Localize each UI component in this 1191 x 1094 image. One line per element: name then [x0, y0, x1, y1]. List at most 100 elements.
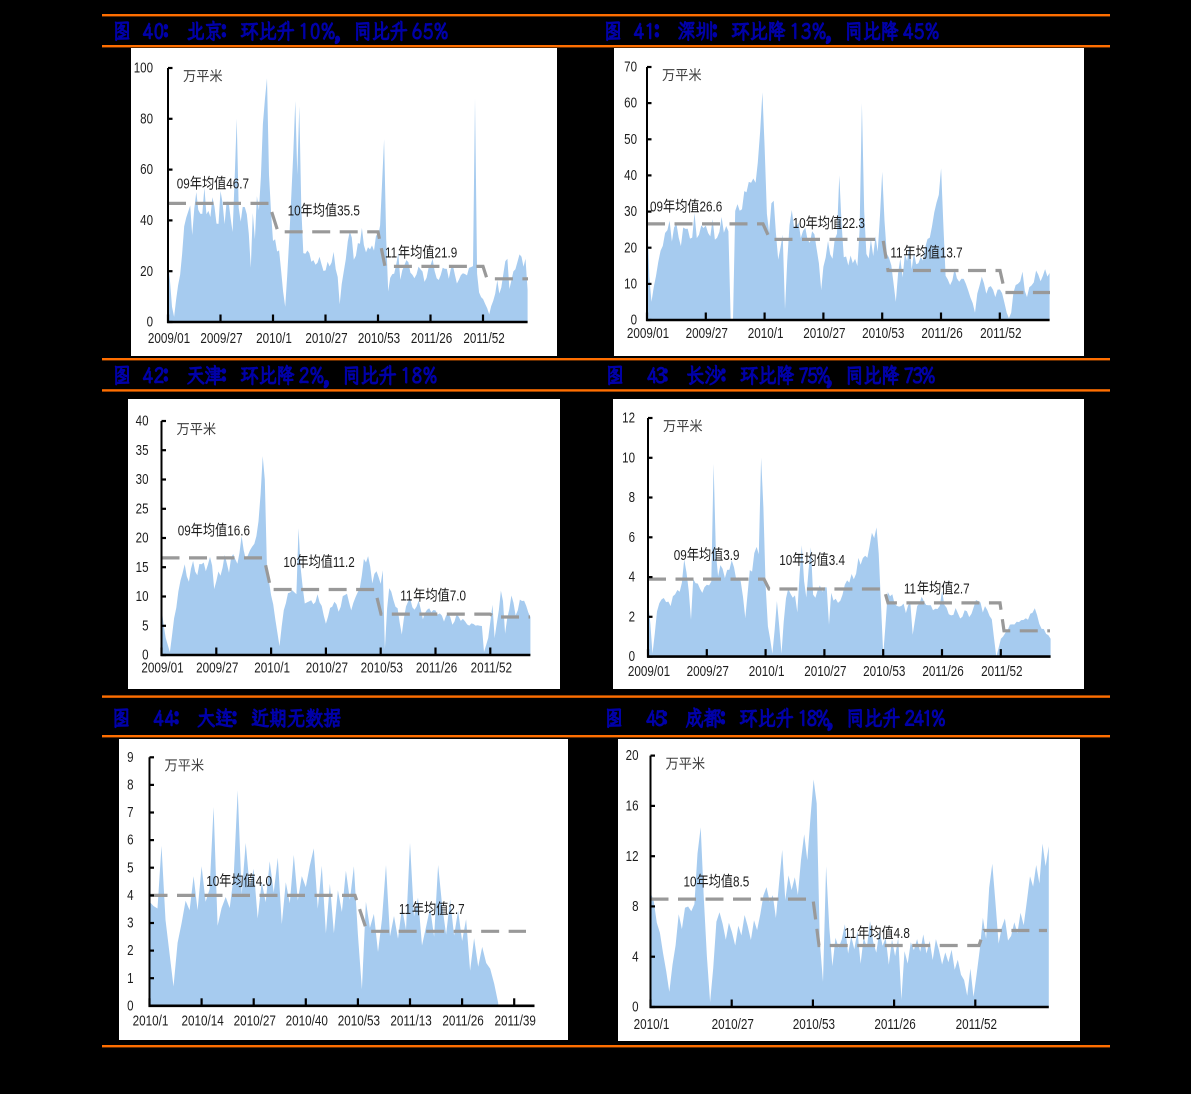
svg-text:2011/52: 2011/52 — [981, 663, 1022, 680]
svg-text:22.3: 22.3 — [842, 215, 865, 232]
svg-text:2011/26: 2011/26 — [411, 330, 452, 347]
svg-text:2009/27: 2009/27 — [200, 330, 242, 347]
svg-text:15: 15 — [136, 558, 149, 575]
svg-text:40: 40 — [624, 167, 637, 184]
svg-text:2011/13: 2011/13 — [390, 1012, 431, 1029]
svg-text:0: 0 — [629, 648, 635, 665]
svg-text:100: 100 — [134, 59, 153, 76]
svg-text:7.0: 7.0 — [450, 587, 466, 604]
svg-text:2011/26: 2011/26 — [416, 659, 457, 676]
svg-text:09: 09 — [177, 175, 190, 192]
svg-text:2010/1: 2010/1 — [254, 659, 290, 676]
svg-text:8: 8 — [629, 489, 635, 506]
svg-text:10: 10 — [283, 553, 296, 570]
svg-text:7: 7 — [127, 804, 133, 821]
svg-text:11: 11 — [385, 244, 397, 261]
svg-text:2010/1: 2010/1 — [634, 1016, 670, 1033]
svg-text:80: 80 — [140, 110, 153, 127]
svg-text:10: 10 — [206, 872, 219, 889]
svg-text:4.0: 4.0 — [256, 872, 272, 889]
svg-text:30: 30 — [136, 471, 149, 488]
svg-text:26.6: 26.6 — [700, 198, 723, 215]
svg-text:4: 4 — [629, 568, 636, 585]
svg-text:35.5: 35.5 — [337, 202, 360, 219]
svg-text:30: 30 — [624, 203, 637, 220]
svg-text:09: 09 — [650, 198, 663, 215]
svg-text:2010/27: 2010/27 — [305, 330, 347, 347]
svg-text:0: 0 — [127, 997, 133, 1014]
svg-text:2010/27: 2010/27 — [234, 1012, 276, 1029]
svg-text:2011/52: 2011/52 — [956, 1016, 997, 1033]
svg-text:2010/27: 2010/27 — [712, 1016, 754, 1033]
svg-text:2010/53: 2010/53 — [358, 330, 400, 347]
svg-text:2010/53: 2010/53 — [862, 325, 904, 342]
svg-text:10: 10 — [622, 449, 635, 466]
svg-text:2010/53: 2010/53 — [338, 1012, 380, 1029]
svg-text:2009/27: 2009/27 — [196, 659, 238, 676]
svg-text:60: 60 — [140, 161, 153, 178]
svg-text:50: 50 — [624, 130, 637, 147]
svg-text:20: 20 — [140, 262, 153, 279]
svg-text:10: 10 — [793, 215, 806, 232]
svg-text:10: 10 — [288, 202, 301, 219]
svg-text:4: 4 — [127, 887, 134, 904]
svg-text:3.4: 3.4 — [829, 551, 846, 568]
svg-text:10: 10 — [684, 873, 697, 890]
svg-text:5: 5 — [142, 617, 148, 634]
svg-text:20: 20 — [626, 747, 639, 764]
svg-text:2010/1: 2010/1 — [749, 663, 785, 680]
svg-text:2010/27: 2010/27 — [804, 663, 846, 680]
svg-text:11: 11 — [890, 244, 902, 261]
svg-text:11.2: 11.2 — [333, 553, 355, 570]
svg-text:2011/26: 2011/26 — [921, 325, 962, 342]
svg-text:2: 2 — [127, 942, 133, 959]
svg-text:4: 4 — [632, 948, 639, 965]
svg-text:3: 3 — [127, 914, 133, 931]
svg-text:12: 12 — [622, 409, 635, 426]
svg-text:2.7: 2.7 — [448, 901, 464, 918]
svg-text:60: 60 — [624, 94, 637, 111]
svg-text:2.7: 2.7 — [953, 580, 969, 597]
svg-text:4.8: 4.8 — [894, 925, 910, 942]
svg-text:2010/27: 2010/27 — [803, 325, 845, 342]
svg-text:09: 09 — [674, 546, 687, 563]
svg-text:5: 5 — [127, 859, 133, 876]
svg-text:2011/39: 2011/39 — [495, 1012, 536, 1029]
svg-text:2011/52: 2011/52 — [463, 330, 504, 347]
svg-text:6: 6 — [127, 831, 133, 848]
svg-text:13.7: 13.7 — [940, 244, 963, 261]
svg-text:20: 20 — [136, 529, 149, 546]
svg-text:11: 11 — [400, 587, 412, 604]
svg-text:2010/1: 2010/1 — [133, 1012, 169, 1029]
svg-text:2010/1: 2010/1 — [748, 325, 784, 342]
svg-text:35: 35 — [136, 441, 149, 458]
svg-text:2010/53: 2010/53 — [793, 1016, 835, 1033]
svg-text:0: 0 — [147, 313, 153, 330]
svg-text:25: 25 — [136, 500, 149, 517]
svg-text:8: 8 — [127, 776, 133, 793]
svg-text:8: 8 — [632, 898, 638, 915]
svg-text:2011/26: 2011/26 — [874, 1016, 915, 1033]
svg-text:9: 9 — [127, 748, 133, 765]
svg-text:10: 10 — [779, 551, 792, 568]
svg-text:2010/27: 2010/27 — [306, 659, 348, 676]
svg-text:0: 0 — [631, 311, 637, 328]
svg-text:2009/01: 2009/01 — [628, 663, 670, 680]
svg-text:2: 2 — [629, 608, 635, 625]
svg-text:16: 16 — [626, 797, 639, 814]
svg-text:2011/52: 2011/52 — [980, 325, 1021, 342]
svg-text:11: 11 — [399, 901, 411, 918]
svg-text:21.9: 21.9 — [435, 244, 458, 261]
svg-text:2011/26: 2011/26 — [922, 663, 963, 680]
svg-text:0: 0 — [142, 646, 148, 663]
svg-text:2010/14: 2010/14 — [181, 1012, 224, 1029]
svg-text:16.6: 16.6 — [227, 522, 250, 539]
svg-text:1: 1 — [127, 969, 133, 986]
svg-text:12: 12 — [626, 847, 639, 864]
svg-text:2011/26: 2011/26 — [442, 1012, 483, 1029]
svg-text:10: 10 — [624, 275, 637, 292]
svg-text:40: 40 — [140, 212, 153, 229]
svg-text:09: 09 — [178, 522, 191, 539]
svg-text:6: 6 — [629, 528, 635, 545]
svg-text:0: 0 — [632, 998, 638, 1015]
